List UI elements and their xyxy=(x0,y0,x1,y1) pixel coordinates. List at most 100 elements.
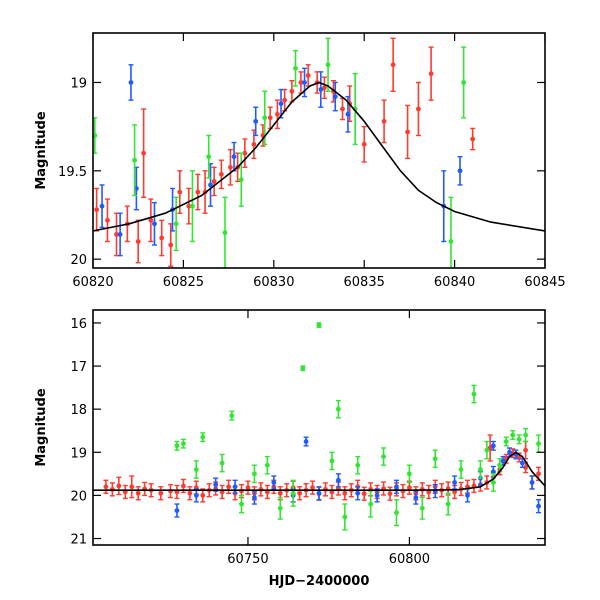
data-point xyxy=(114,232,119,237)
data-point xyxy=(282,97,288,103)
data-point xyxy=(226,484,232,490)
data-point xyxy=(242,150,248,156)
data-point xyxy=(318,87,324,92)
data-point xyxy=(277,490,283,496)
data-point xyxy=(523,432,529,438)
data-point xyxy=(405,129,410,135)
series-0 xyxy=(103,434,542,503)
plot-area xyxy=(93,322,545,531)
y-tick-label: 19 xyxy=(70,446,87,461)
data-point xyxy=(219,460,225,466)
data-point xyxy=(232,484,238,490)
data-point xyxy=(490,469,496,475)
data-point xyxy=(231,154,237,160)
data-point xyxy=(529,480,535,485)
y-tick-label: 16 xyxy=(70,317,87,332)
series-1 xyxy=(99,64,463,257)
data-point xyxy=(117,232,123,237)
data-point xyxy=(361,491,367,497)
data-point xyxy=(407,471,412,477)
data-point xyxy=(340,106,345,112)
data-point xyxy=(448,239,454,244)
data-point xyxy=(278,101,284,107)
y-tick-label: 17 xyxy=(70,360,87,375)
data-point xyxy=(181,483,186,489)
data-point xyxy=(520,460,525,466)
series-2 xyxy=(93,37,467,268)
data-point xyxy=(387,491,393,497)
data-point xyxy=(239,501,244,507)
series-0 xyxy=(94,37,476,267)
x-tick-label: 60830 xyxy=(253,275,294,290)
data-point xyxy=(381,454,386,460)
data-point xyxy=(394,510,399,516)
data-point xyxy=(94,207,100,213)
data-point xyxy=(229,413,235,419)
y-tick-label: 19.5 xyxy=(58,165,87,180)
y-tick-label: 18 xyxy=(70,403,87,418)
data-point xyxy=(252,471,257,477)
data-point xyxy=(267,115,273,121)
data-point xyxy=(497,462,503,468)
data-point xyxy=(355,490,361,496)
data-point xyxy=(193,467,199,472)
data-point xyxy=(445,501,451,507)
data-point xyxy=(177,189,183,195)
x-tick-label: 60825 xyxy=(163,275,204,290)
data-point xyxy=(374,493,380,498)
data-point xyxy=(99,203,105,209)
data-point xyxy=(132,157,137,163)
data-point xyxy=(536,441,541,447)
data-point xyxy=(297,490,303,496)
x-tick-label: 60840 xyxy=(434,275,475,290)
data-point xyxy=(105,217,110,223)
data-point xyxy=(335,406,341,412)
data-point xyxy=(303,439,309,444)
data-point xyxy=(471,391,477,397)
data-point xyxy=(262,115,268,121)
data-point xyxy=(322,85,327,91)
data-point xyxy=(484,447,490,453)
data-point xyxy=(129,484,135,490)
data-point xyxy=(252,495,257,500)
data-point xyxy=(275,111,280,117)
x-axis-label: HJD−2400000 xyxy=(269,574,370,589)
data-point xyxy=(213,482,219,488)
data-point xyxy=(461,80,467,85)
data-point xyxy=(211,179,217,184)
top-panel-zoom: 60820 60825 60830 60835 60840 60845 19 19.5 20 Ma… xyxy=(34,32,566,290)
data-point xyxy=(200,434,206,440)
data-point xyxy=(310,485,315,491)
data-point xyxy=(258,486,264,492)
data-point xyxy=(251,141,257,147)
data-point xyxy=(413,495,419,500)
data-point xyxy=(342,514,348,520)
data-point xyxy=(523,447,529,453)
data-point xyxy=(465,493,470,498)
data-point xyxy=(452,480,457,485)
data-point xyxy=(193,493,199,498)
data-point xyxy=(158,490,164,496)
data-point xyxy=(187,490,193,496)
data-point xyxy=(432,456,438,462)
data-point xyxy=(293,65,298,71)
data-point xyxy=(298,80,304,85)
data-point xyxy=(222,230,228,236)
data-point xyxy=(141,150,147,156)
data-point xyxy=(173,221,179,227)
data-point xyxy=(394,484,399,490)
model-curve xyxy=(93,451,545,491)
x-tick-label: 60845 xyxy=(524,275,565,290)
data-point xyxy=(516,436,522,442)
data-point xyxy=(416,106,421,112)
data-point xyxy=(536,503,541,509)
data-point xyxy=(93,133,98,138)
data-point xyxy=(195,189,201,195)
data-point xyxy=(148,217,154,223)
data-point xyxy=(500,458,506,464)
data-point xyxy=(103,484,109,490)
data-point xyxy=(342,490,348,496)
data-point xyxy=(507,449,512,455)
data-point xyxy=(316,490,322,496)
